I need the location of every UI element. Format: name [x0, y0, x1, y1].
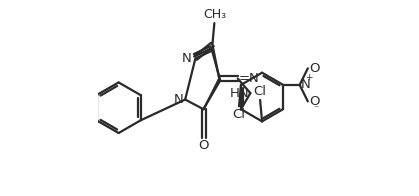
Text: N: N — [173, 93, 183, 106]
Text: ⁻: ⁻ — [313, 104, 318, 114]
Text: +: + — [305, 73, 313, 82]
Text: N: N — [181, 52, 191, 65]
Text: =N: =N — [239, 72, 259, 85]
Text: HN: HN — [230, 87, 249, 100]
Text: O: O — [309, 62, 319, 75]
Text: Cl: Cl — [233, 108, 246, 121]
Text: O: O — [199, 139, 209, 152]
Text: N: N — [301, 78, 311, 91]
Text: O: O — [309, 95, 319, 108]
Text: CH₃: CH₃ — [203, 8, 226, 21]
Text: Cl: Cl — [253, 85, 266, 98]
